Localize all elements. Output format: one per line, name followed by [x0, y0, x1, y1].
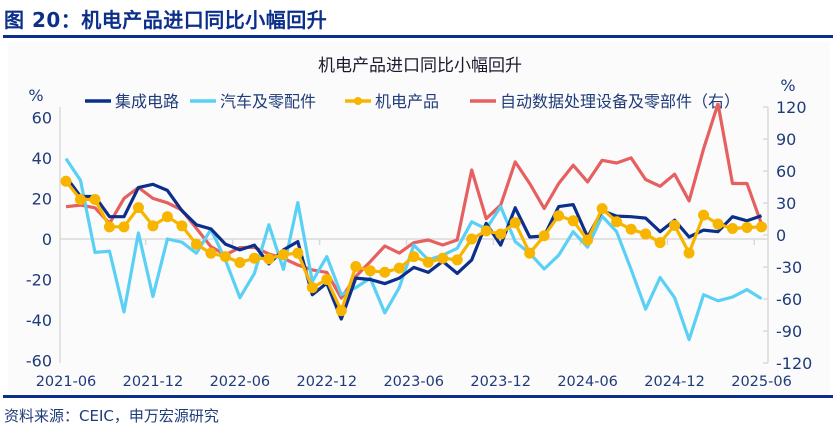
- series-2-point: [379, 266, 391, 278]
- x-tick-label: 2024-12: [644, 374, 705, 390]
- series-2-point: [364, 265, 376, 277]
- series-2-point: [422, 256, 434, 268]
- chart-title: 机电产品进口同比小幅回升: [318, 56, 522, 76]
- series-2-point: [466, 233, 478, 245]
- series-2-point: [234, 256, 246, 268]
- legend-label-1: 汽车及零配件: [220, 92, 316, 111]
- series-2-point: [190, 238, 202, 250]
- title-rule: [3, 35, 833, 38]
- x-tick-label: 2021-12: [123, 374, 184, 390]
- series-2-point: [147, 220, 159, 232]
- left-axis-unit: %: [28, 86, 43, 105]
- x-tick-label: 2022-12: [297, 374, 358, 390]
- source-note: 资料来源：CEIC，申万宏源研究: [4, 407, 219, 425]
- left-tick-label: 40: [32, 149, 52, 168]
- series-2-point: [408, 251, 420, 263]
- series-2-point: [553, 210, 565, 222]
- series-2-point: [625, 223, 637, 235]
- right-tick-label: 0: [776, 226, 786, 245]
- right-tick-label: -60: [776, 290, 802, 309]
- x-tick-label: 2022-06: [210, 374, 271, 390]
- series-2-point: [103, 221, 115, 233]
- series-2-point: [118, 221, 130, 233]
- series-2-point: [176, 220, 188, 232]
- series-2-point: [451, 254, 463, 266]
- left-tick-label: 20: [32, 190, 52, 209]
- series-2-point: [89, 194, 101, 206]
- right-tick-label: -120: [776, 354, 812, 373]
- figure-title: 图 20：机电产品进口同比小幅回升: [4, 8, 328, 32]
- series-2-point: [683, 247, 695, 259]
- left-tick-label: 60: [32, 109, 52, 128]
- right-tick-label: 90: [776, 130, 796, 149]
- series-2-point: [393, 262, 405, 274]
- legend-label-3: 自动数据处理设备及零部件（右）: [500, 92, 740, 111]
- right-tick-label: 60: [776, 162, 796, 181]
- right-tick-label: 30: [776, 194, 796, 213]
- series-2-point: [60, 175, 72, 187]
- left-tick-label: -40: [26, 311, 52, 330]
- legend-label-2: 机电产品: [375, 92, 439, 111]
- series-2-point: [495, 228, 507, 240]
- series-2-point: [248, 252, 260, 264]
- series-2-point: [480, 225, 492, 237]
- series-2-point: [538, 230, 550, 242]
- series-2-point: [741, 221, 753, 233]
- series-2-point: [727, 222, 739, 234]
- series-2-point: [277, 249, 289, 261]
- series-2-point: [306, 282, 318, 294]
- series-2-point: [509, 217, 521, 229]
- right-tick-label: 120: [776, 98, 807, 117]
- series-2-point: [567, 215, 579, 227]
- series-2-point: [640, 228, 652, 240]
- series-2-point: [669, 219, 681, 231]
- left-tick-label: -20: [26, 271, 52, 290]
- series-2-point: [292, 247, 304, 259]
- left-tick-label: 0: [42, 230, 52, 249]
- right-tick-label: -90: [776, 322, 802, 341]
- series-2-point: [582, 234, 594, 246]
- x-tick-label: 2021-06: [36, 374, 97, 390]
- series-2-point: [132, 202, 144, 214]
- legend-marker-2: [354, 97, 362, 105]
- left-tick-label: -60: [26, 352, 52, 371]
- series-line-0: [64, 175, 763, 321]
- series-2-point: [321, 274, 333, 285]
- bottom-rule: [3, 395, 833, 398]
- series-2-point: [437, 252, 449, 264]
- x-tick-label: 2024-06: [557, 374, 618, 390]
- x-tick-label: 2023-06: [383, 374, 444, 390]
- right-tick-label: -30: [776, 258, 802, 277]
- series-2-point: [205, 247, 217, 259]
- series-2-point: [161, 211, 173, 223]
- series-2-point: [219, 251, 231, 263]
- series-2-point: [74, 194, 86, 206]
- series-2-point: [335, 305, 347, 317]
- series-2-point: [596, 203, 608, 215]
- x-tick-label: 2023-12: [470, 374, 531, 390]
- series-2-point: [654, 237, 666, 249]
- series-2-point: [756, 221, 768, 233]
- series-2-point: [611, 216, 623, 228]
- x-tick-label: 2025-06: [731, 374, 792, 390]
- series-2-point: [263, 253, 275, 265]
- series-2-point: [712, 218, 724, 230]
- series-2-point: [524, 247, 536, 259]
- series-2-point: [698, 209, 710, 221]
- right-axis-unit: %: [780, 76, 795, 95]
- legend-label-0: 集成电路: [115, 92, 179, 111]
- series-line-1: [64, 157, 763, 342]
- series-2-point: [350, 261, 362, 273]
